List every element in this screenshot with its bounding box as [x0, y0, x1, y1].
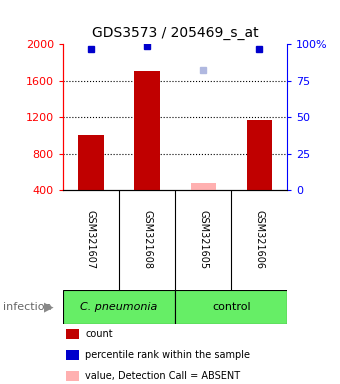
Text: GSM321607: GSM321607 [86, 210, 96, 270]
Bar [175, 290, 287, 324]
Text: value, Detection Call = ABSENT: value, Detection Call = ABSENT [85, 371, 240, 381]
Title: GDS3573 / 205469_s_at: GDS3573 / 205469_s_at [92, 26, 258, 40]
Text: percentile rank within the sample: percentile rank within the sample [85, 350, 250, 360]
Bar [134, 71, 160, 190]
Bar [63, 290, 175, 324]
Text: count: count [85, 329, 113, 339]
Text: GSM321605: GSM321605 [198, 210, 208, 270]
Bar [246, 120, 272, 190]
Bar [190, 183, 216, 190]
Text: infection: infection [3, 302, 52, 312]
Text: GSM321608: GSM321608 [142, 210, 152, 270]
Text: GSM321606: GSM321606 [254, 210, 264, 270]
Text: ▶: ▶ [44, 301, 54, 314]
Bar [78, 135, 104, 190]
Text: control: control [212, 302, 251, 312]
Text: C. pneumonia: C. pneumonia [80, 302, 158, 312]
